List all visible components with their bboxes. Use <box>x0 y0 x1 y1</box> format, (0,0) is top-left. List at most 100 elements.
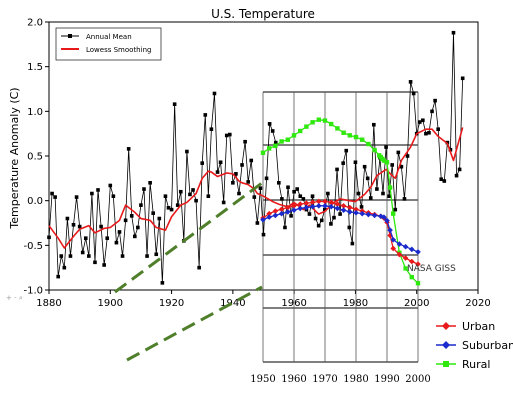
annual-mean-point <box>87 254 91 258</box>
annual-mean-point <box>362 164 367 169</box>
main-x-tick-label: 1900 <box>98 298 123 309</box>
annual-mean-point <box>145 254 149 258</box>
annual-mean-series <box>47 30 465 285</box>
zoom-controls-icon[interactable]: + - ⌕ <box>6 294 23 302</box>
urban-point <box>309 199 316 206</box>
legend-annual-mean-label: Annual Mean <box>86 33 132 41</box>
annual-mean-point <box>157 216 162 221</box>
main-y-tick-label: -0.5 <box>23 241 43 252</box>
rural-point <box>366 141 371 147</box>
annual-mean-point <box>332 215 336 220</box>
annual-mean-point <box>136 225 140 230</box>
main-x-tick-label: 1940 <box>220 298 245 309</box>
main-y-tick-label: 1.0 <box>27 107 43 118</box>
annual-mean-point <box>454 173 459 178</box>
annual-mean-point <box>270 129 275 133</box>
suburban-point <box>381 214 387 220</box>
main-x-axis: 1880 1900 1920 1940 1960 1980 2000 2020 <box>36 290 491 309</box>
annual-mean-point <box>56 274 60 279</box>
annual-mean-point <box>172 102 177 106</box>
rural-point <box>279 139 284 144</box>
main-legend-box <box>55 27 162 61</box>
inset-x-tick-label: 1960 <box>281 374 306 385</box>
main-y-tick-label: 2.0 <box>27 18 43 29</box>
annual-mean-point <box>381 191 385 196</box>
suburban-point <box>390 236 396 243</box>
annual-mean-point <box>175 203 180 207</box>
main-y-axis-label: Temperature Anomaly (C) <box>8 87 21 229</box>
annual-mean-point <box>390 163 394 167</box>
annual-mean-point <box>218 160 223 165</box>
annual-mean-point <box>292 189 296 194</box>
main-x-tick-label: 2020 <box>465 298 490 309</box>
annual-mean-point <box>166 206 171 210</box>
suburban-series <box>260 203 421 255</box>
annual-mean-point <box>163 194 168 198</box>
annual-mean-point <box>83 236 88 240</box>
suburban-point <box>365 211 372 218</box>
rural-point <box>267 146 272 151</box>
suburban-point <box>384 217 390 224</box>
rural-point <box>347 133 352 138</box>
urban-point <box>272 208 279 214</box>
urban-point <box>278 206 285 213</box>
annual-mean-point <box>71 222 76 227</box>
urban-point <box>291 203 297 209</box>
annual-mean-point <box>80 250 85 255</box>
suburban-point <box>359 210 365 217</box>
annual-mean-point <box>289 214 293 218</box>
suburban-point <box>378 213 384 220</box>
main-y-tick-label: 0.5 <box>27 152 43 163</box>
annual-mean-point <box>142 187 146 191</box>
annual-mean-point <box>234 172 238 176</box>
annual-mean-point <box>114 240 119 245</box>
annual-mean-point <box>105 236 110 240</box>
inset-x-tick-label: 1950 <box>250 374 275 385</box>
rural-point <box>353 134 359 140</box>
nasa-giss-annotation: NASA GISS <box>407 264 456 274</box>
urban-point <box>316 198 322 205</box>
annual-mean-point <box>249 158 254 163</box>
rural-point <box>384 160 390 165</box>
annual-mean-point <box>326 191 330 196</box>
urban-point <box>390 245 396 252</box>
rural-point <box>316 117 321 122</box>
annual-mean-point <box>209 127 214 131</box>
annual-mean-point <box>197 265 201 270</box>
suburban-point <box>278 210 285 217</box>
rural-point <box>381 158 387 163</box>
annual-mean-point <box>221 200 226 205</box>
annual-mean-point <box>280 197 284 201</box>
suburban-point <box>415 249 421 255</box>
annual-mean-point <box>399 164 404 169</box>
annual-mean-point <box>93 260 97 265</box>
legend-suburban-label: Suburban <box>462 339 513 352</box>
urban-point <box>328 199 334 206</box>
annual-mean-point <box>433 98 437 103</box>
annual-mean-point <box>261 232 266 237</box>
suburban-point <box>371 212 378 219</box>
annual-mean-point <box>188 192 192 197</box>
main-x-tick-label: 1980 <box>343 298 368 309</box>
suburban-point <box>297 205 303 212</box>
zoom-control[interactable]: + - ⌕ <box>6 294 23 302</box>
annual-mean-point <box>96 188 100 192</box>
rural-point <box>291 133 297 138</box>
rural-point <box>409 274 414 280</box>
main-x-tick-label: 2000 <box>404 298 429 309</box>
inset-x-tick-label: 1980 <box>343 374 368 385</box>
annual-mean-point <box>200 161 205 165</box>
annual-mean-point <box>411 91 416 96</box>
suburban-point <box>260 216 266 223</box>
inset-x-tick-label: 2000 <box>405 374 430 385</box>
annual-mean-point <box>111 194 116 198</box>
annual-mean-point <box>421 118 425 123</box>
annual-mean-point <box>237 191 241 196</box>
annual-mean-point <box>90 191 94 196</box>
suburban-point <box>402 243 409 250</box>
suburban-point <box>409 246 415 253</box>
annual-mean-point <box>405 154 410 158</box>
legend-lowess-label: Lowess Smoothing <box>86 46 151 54</box>
annual-mean-point <box>301 197 306 201</box>
urban-point <box>409 258 415 265</box>
